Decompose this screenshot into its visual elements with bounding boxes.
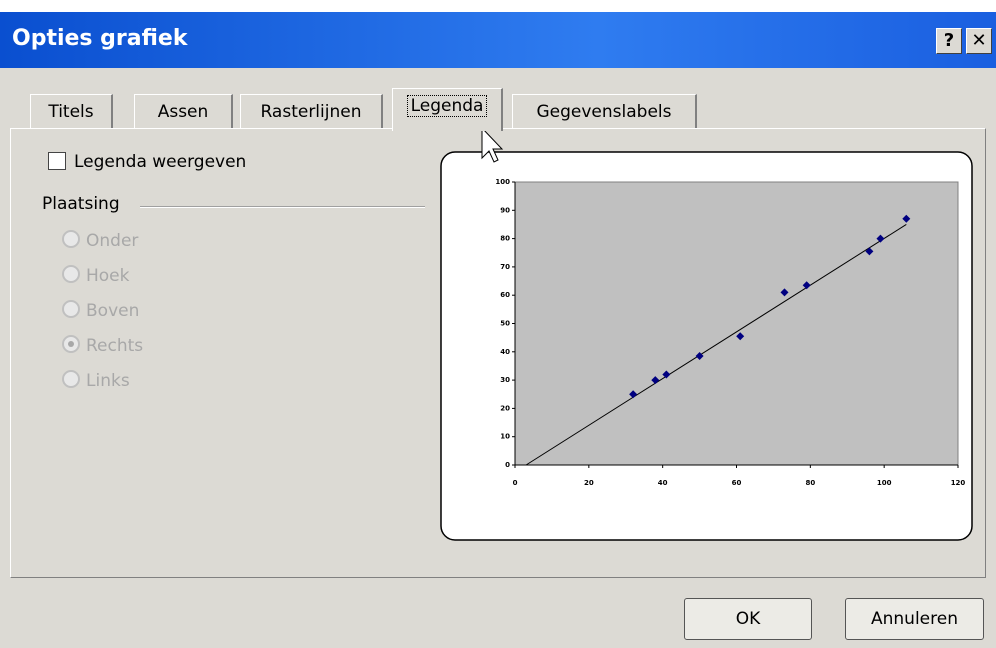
y-tick-label: 10 bbox=[500, 433, 510, 441]
radio-option: Rechts bbox=[62, 335, 143, 356]
trendline bbox=[525, 224, 907, 466]
y-tick-label: 0 bbox=[505, 461, 510, 469]
tab-label: Assen bbox=[157, 102, 209, 122]
x-tick-label: 100 bbox=[877, 479, 892, 487]
point bbox=[780, 288, 789, 297]
radio bbox=[62, 335, 80, 353]
y-tick-label: 30 bbox=[500, 376, 510, 384]
x-tick-label: 40 bbox=[658, 479, 668, 487]
radio bbox=[62, 300, 80, 318]
y-tick-label: 70 bbox=[500, 263, 510, 271]
close-button[interactable]: ✕ bbox=[966, 28, 992, 54]
checkbox-label: Legenda weergeven bbox=[74, 152, 247, 172]
checkbox[interactable] bbox=[48, 152, 66, 170]
title-bar: Opties grafiek ? ✕ bbox=[0, 12, 996, 68]
radio-label: Rechts bbox=[86, 336, 144, 356]
radio-label: Boven bbox=[86, 301, 140, 321]
y-tick-label: 50 bbox=[500, 320, 510, 328]
mouse-cursor bbox=[481, 126, 504, 163]
y-tick-label: 60 bbox=[500, 291, 510, 299]
point bbox=[651, 376, 660, 385]
x-tick-label: 60 bbox=[732, 479, 742, 487]
tab-label: Gegevenslabels bbox=[536, 102, 672, 122]
dialog: Opties grafiek ? ✕ Titels Assen Rasterlijn… bbox=[0, 12, 996, 648]
radio bbox=[62, 370, 80, 388]
y-tick-label: 20 bbox=[500, 404, 510, 412]
y-tick-label: 80 bbox=[500, 235, 510, 243]
radio-label: Links bbox=[86, 371, 130, 391]
point bbox=[662, 370, 671, 379]
radio-label: Hoek bbox=[86, 266, 130, 286]
radio bbox=[62, 230, 80, 248]
x-tick-label: 20 bbox=[584, 479, 594, 487]
y-tick-label: 90 bbox=[500, 206, 510, 214]
y-tick-label: 40 bbox=[500, 348, 510, 356]
button[interactable]: OK bbox=[684, 598, 812, 640]
radio-option: Links bbox=[62, 370, 130, 391]
tab[interactable]: Titels bbox=[30, 94, 113, 129]
tab[interactable]: Assen bbox=[134, 94, 233, 129]
x-tick-label: 0 bbox=[513, 479, 518, 487]
point bbox=[902, 214, 911, 223]
point bbox=[736, 332, 745, 341]
tab[interactable]: Legenda bbox=[392, 88, 503, 131]
point bbox=[629, 390, 638, 399]
radio-option: Hoek bbox=[62, 265, 130, 286]
help-button[interactable]: ? bbox=[936, 28, 962, 54]
tab[interactable]: Rasterlijnen bbox=[240, 94, 383, 129]
point bbox=[802, 281, 811, 290]
radio bbox=[62, 265, 80, 283]
x-tick-label: 80 bbox=[805, 479, 815, 487]
point bbox=[695, 352, 704, 361]
y-tick-label: 100 bbox=[495, 178, 510, 186]
tab[interactable]: Gegevenslabels bbox=[512, 94, 697, 129]
tab-label: Legenda bbox=[406, 95, 488, 117]
point bbox=[876, 234, 885, 243]
radio-label: Onder bbox=[86, 231, 139, 251]
radio-option: Onder bbox=[62, 230, 138, 251]
point bbox=[865, 247, 874, 256]
legend-checkbox[interactable]: Legenda weergeven bbox=[48, 152, 246, 172]
button[interactable]: Annuleren bbox=[845, 598, 984, 640]
x-tick-label: 120 bbox=[951, 479, 966, 487]
tab-label: Rasterlijnen bbox=[260, 102, 362, 122]
radio-option: Boven bbox=[62, 300, 139, 321]
plot-area bbox=[514, 181, 959, 466]
group-label: Plaatsing bbox=[42, 194, 120, 214]
tab-label: Titels bbox=[48, 102, 94, 122]
group-line bbox=[140, 206, 425, 208]
dialog-title: Opties grafiek bbox=[12, 26, 188, 51]
